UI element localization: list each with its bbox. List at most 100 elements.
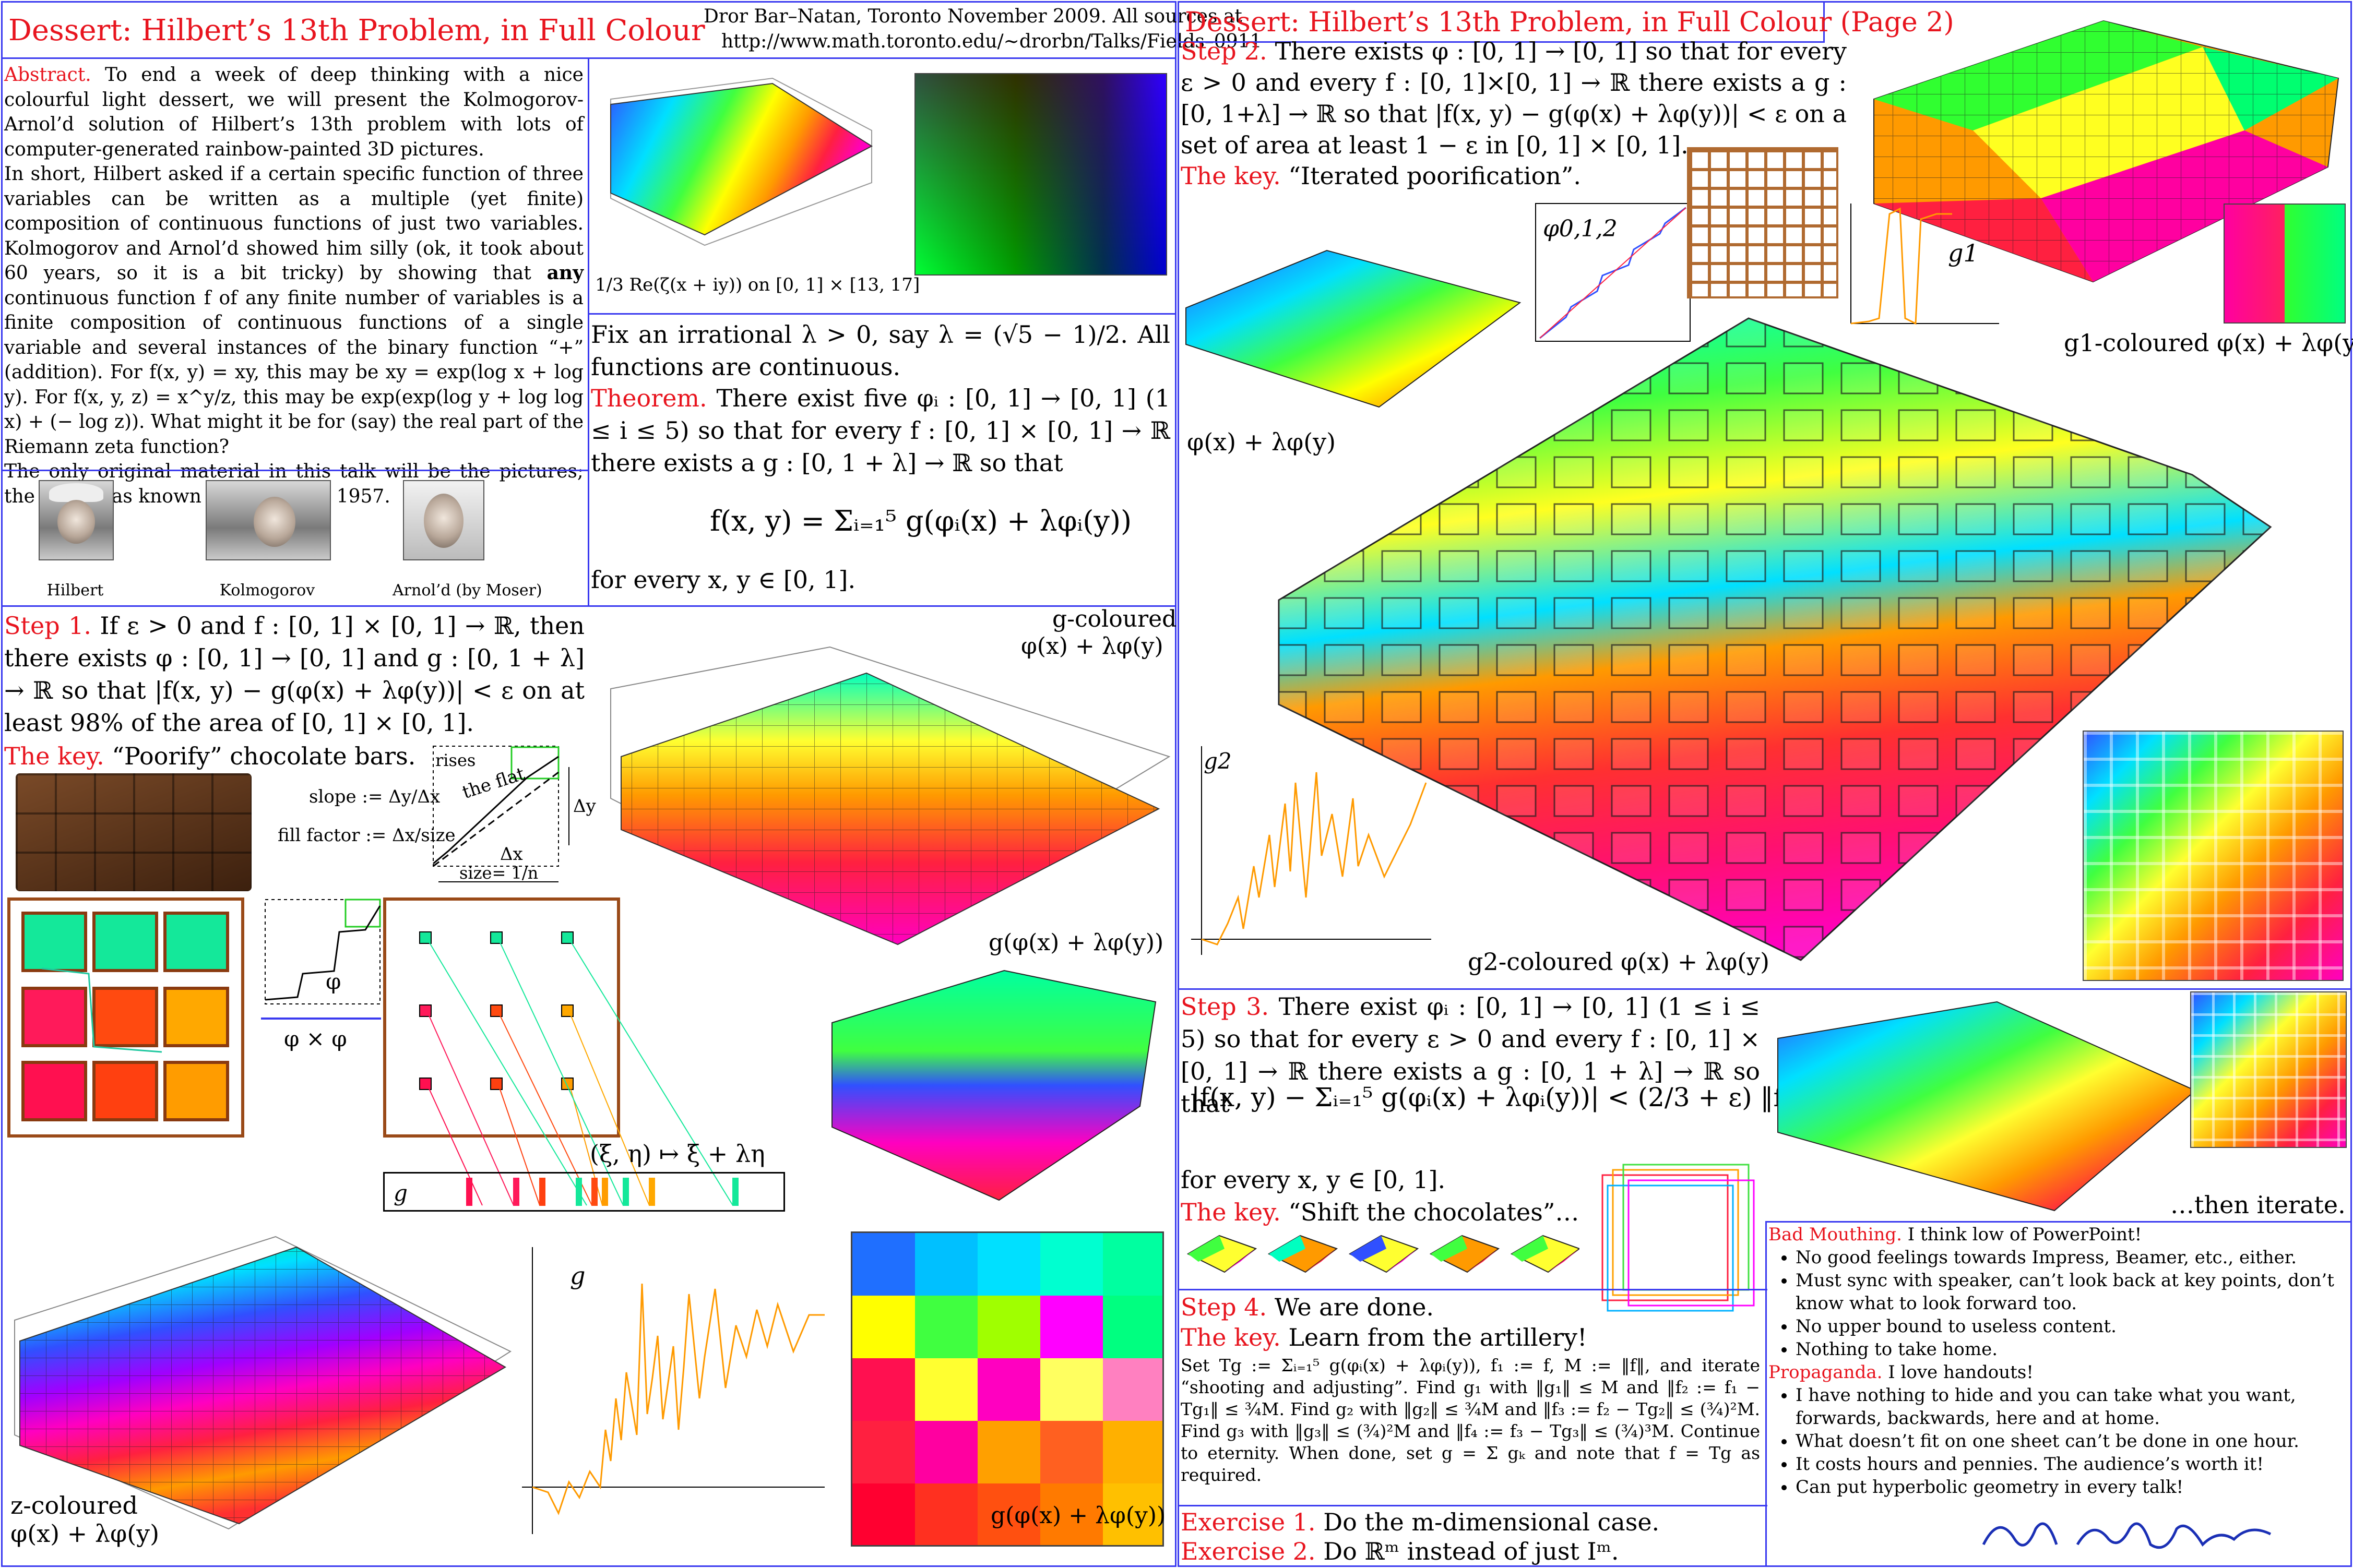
step4-key-label: The key. — [1181, 1323, 1281, 1351]
page2-title-box — [1178, 1, 1825, 43]
abstract-divider-h — [1, 470, 589, 471]
phi-staircase — [261, 895, 386, 1010]
step3-text: There exist φᵢ : [0, 1] → [0, 1] (1 ≤ i … — [1181, 992, 1760, 1118]
step1-key-text: “Poorify” chocolate bars. — [112, 742, 416, 770]
phi-012-label: φ0,1,2 — [1543, 216, 1618, 242]
bad-mouthing-label: Bad Mouthing. — [1768, 1224, 1902, 1245]
g2-coloured-caption: g2-coloured φ(x) + λφ(y) — [1468, 948, 1770, 976]
g-coloured-label: g-coloured — [1052, 606, 1177, 632]
step4-text: We are done. — [1274, 1293, 1434, 1321]
step3-surface — [1773, 997, 2201, 1216]
kolmogorov-portrait — [206, 480, 331, 560]
chocolate-grid-after — [383, 897, 620, 1138]
list-item: Can put hyperbolic geometry in every tal… — [1796, 1476, 2349, 1499]
phi-lambda-label: φ(x) + λφ(y) — [1187, 428, 1336, 456]
g1-coloured-caption: g1-coloured φ(x) + λφ(y) — [2064, 329, 2353, 357]
g-phi-lambda-label: g(φ(x) + λφ(y)) — [989, 929, 1164, 956]
handwritten-signature — [1978, 1508, 2291, 1560]
list-item: I have nothing to hide and you can take … — [1796, 1384, 2349, 1430]
g2-density — [2083, 731, 2344, 981]
chocolate-bar-photo — [16, 773, 252, 891]
g-coloured-phi-label: φ(x) + λφ(y) — [1021, 633, 1163, 660]
g2-plot — [1186, 741, 1436, 960]
zeta-3d-plot — [600, 68, 893, 266]
exercise1: Exercise 1. Do the m-dimensional case. — [1181, 1506, 1659, 1538]
z-coloured-phi-label: φ(x) + λφ(y) — [10, 1519, 160, 1548]
step2-key: The key. “Iterated poorification”. — [1181, 160, 1581, 192]
author-line-2[interactable]: http://www.math.toronto.edu/~drorbn/Talk… — [721, 31, 1262, 52]
theorem-label: Theorem. — [591, 384, 707, 412]
step2-key-label: The key. — [1181, 162, 1281, 190]
kolmogorov-caption: Kolmogorov — [219, 581, 315, 600]
zeta-density-plot — [914, 73, 1167, 276]
step3-key-label: The key. — [1181, 1198, 1281, 1226]
list-item: Must sync with speaker, can’t look back … — [1796, 1269, 2349, 1315]
g-coloured-surface — [605, 642, 1174, 955]
step2-block: Step 2. There exists φ : [0, 1] → [0, 1]… — [1181, 35, 1847, 161]
step3-label: Step 3. — [1181, 992, 1269, 1021]
step4-line: Step 4. We are done. — [1181, 1291, 1434, 1323]
g-line-bar — [383, 1172, 785, 1212]
delta-x-label: Δx — [500, 844, 523, 865]
g-phi-tower-surface — [827, 960, 1161, 1205]
step3-block: Step 3. There exist φᵢ : [0, 1] → [0, 1]… — [1181, 990, 1760, 1120]
z-coloured-label: z-coloured — [10, 1491, 138, 1519]
page1-frame — [1, 1, 1176, 1567]
g1-label: g1 — [1948, 239, 1979, 267]
theorem-divider — [1, 605, 1176, 607]
g-phi-lambda-label-2: g(φ(x) + λφ(y)) — [991, 1502, 1166, 1529]
g1-density — [2224, 204, 2346, 324]
g2-coloured-big-surface — [1201, 308, 2297, 971]
step4-key-text: Learn from the artillery! — [1288, 1323, 1587, 1351]
abstract-p1: To end a week of deep thinking with a ni… — [4, 64, 584, 160]
list-item: No good feelings towards Impress, Beamer… — [1796, 1246, 2349, 1269]
step3-key-text: “Shift the chocolates”… — [1288, 1198, 1579, 1226]
g-line-label: g — [394, 1180, 408, 1206]
step2-label: Step 2. — [1181, 37, 1267, 65]
bad-mouthing-text: I think low of PowerPoint! — [1907, 1224, 2142, 1245]
phi-times-phi-arrow — [261, 1018, 381, 1020]
g2-label: g2 — [1204, 748, 1232, 774]
step3-end: for every x, y ∈ [0, 1]. — [1181, 1166, 1446, 1194]
g1-plot — [1848, 198, 2004, 334]
right-column-divider-v — [1765, 1221, 1767, 1567]
page1-title: Dessert: Hilbert’s 13th Problem, in Full… — [8, 14, 705, 47]
author-line-1: Dror Bar–Natan, Toronto November 2009. A… — [704, 6, 1242, 27]
exercise1-label: Exercise 1. — [1181, 1508, 1316, 1536]
right-column-divider-h — [1765, 1221, 2352, 1223]
step2-key-text: “Iterated poorification”. — [1288, 162, 1582, 190]
slope-definition: slope := Δy/Δx — [309, 786, 441, 807]
exercise2: Exercise 2. Do ℝᵐ instead of just Iᵐ. — [1181, 1535, 1619, 1567]
exercise-divider — [1178, 1505, 1767, 1506]
lattice-square — [1687, 147, 1838, 298]
fix-lambda-text: Fix an irrational λ > 0, say λ = (√5 − 1… — [591, 320, 1170, 381]
step3-divider — [1178, 988, 2352, 990]
exercise2-label: Exercise 2. — [1181, 1537, 1316, 1565]
zeta-caption: 1/3 Re(ζ(x + iy)) on [0, 1] × [13, 17] — [595, 274, 920, 295]
theorem-equation: f(x, y) = Σᵢ₌₁⁵ g(φᵢ(x) + λφᵢ(y)) — [710, 505, 1132, 537]
abstract-label: Abstract. — [4, 64, 91, 86]
zeta-divider — [588, 313, 1176, 315]
shifted-chocolates-row — [1183, 1230, 1581, 1277]
phi-lambda-small-surface — [1181, 219, 1525, 417]
list-item: It costs hours and pennies. The audience… — [1796, 1453, 2349, 1476]
abstract-divider-v — [588, 57, 589, 605]
g1-surface — [1869, 10, 2349, 292]
step1-key: The key. “Poorify” chocolate bars. — [4, 740, 415, 772]
rises-label: rises — [435, 750, 476, 770]
step2-text: There exists φ : [0, 1] → [0, 1] so that… — [1181, 37, 1847, 159]
theorem-block: Theorem. There exist five φᵢ : [0, 1] → … — [591, 382, 1170, 479]
abstract-block: Abstract. To end a week of deep thinking… — [4, 63, 584, 509]
step4-key: The key. Learn from the artillery! — [1181, 1321, 1587, 1354]
step1-key-label: The key. — [4, 742, 104, 770]
arnold-caption: Arnol’d (by Moser) — [393, 581, 542, 600]
step3-key: The key. “Shift the chocolates”… — [1181, 1196, 1579, 1228]
g-phi-density-plot — [851, 1231, 1164, 1547]
step3-equation: |f(x, y) − Σᵢ₌₁⁵ g(φᵢ(x) + λφᵢ(y))| < (2… — [1191, 1082, 1818, 1112]
step3-density — [2190, 991, 2347, 1148]
propaganda-text: I love handouts! — [1888, 1362, 2034, 1383]
step4-label: Step 4. — [1181, 1293, 1267, 1321]
theorem-text: There exist five φᵢ : [0, 1] → [0, 1] (1… — [591, 384, 1170, 477]
then-iterate-label: …then iterate. — [2170, 1191, 2346, 1219]
list-item: What doesn’t fit on one sheet can’t be d… — [1796, 1430, 2349, 1453]
